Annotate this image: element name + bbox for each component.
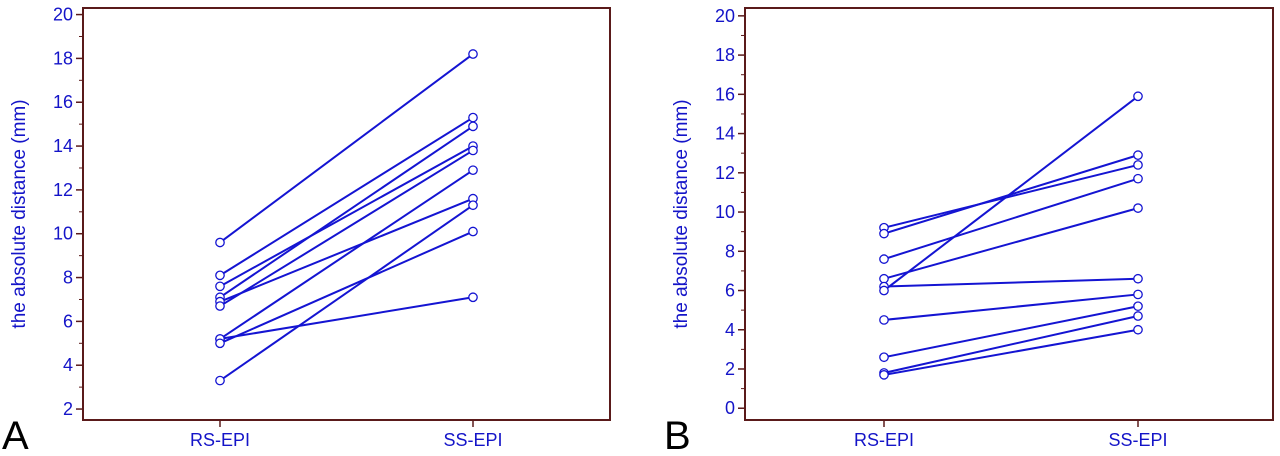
series-line — [883, 95, 1139, 292]
data-point — [468, 200, 478, 211]
data-point — [1133, 273, 1143, 284]
y-tick-label: 18 — [715, 45, 735, 65]
y-tick-label: 14 — [715, 124, 735, 144]
series-line — [219, 169, 474, 340]
series-line — [883, 163, 1139, 229]
panel-b: 0 2 4 6 8 10 12 14 16 18 20 RS-EPI SS-EPI the absolut… — [664, 6, 1274, 456]
y-tick-label: 20 — [715, 6, 735, 26]
y-tick-label: 20 — [53, 5, 73, 25]
series-line — [219, 230, 474, 345]
data-point — [879, 285, 889, 296]
y-tick-label: 2 — [63, 399, 73, 419]
y-tick-label: 10 — [715, 202, 735, 222]
y-tick-label: 16 — [715, 84, 735, 104]
data-point — [879, 228, 889, 239]
data-point — [1133, 289, 1143, 300]
series-line — [883, 207, 1139, 280]
y-tick-label: 16 — [53, 92, 73, 112]
x-tick-label: RS-EPI — [854, 430, 914, 450]
series-line — [219, 296, 474, 340]
data-point — [468, 165, 478, 176]
data-point — [1133, 324, 1143, 335]
data-point — [215, 338, 225, 349]
series-line — [219, 116, 474, 277]
series-line — [219, 53, 474, 244]
data-point — [1133, 150, 1143, 160]
x-tick-label: SS-EPI — [1108, 430, 1167, 450]
data-point — [215, 301, 225, 311]
y-tick-label: 0 — [725, 398, 735, 418]
y-axis-title: the absolute distance (mm) — [671, 99, 692, 328]
data-point — [1133, 160, 1143, 170]
data-point — [1133, 91, 1143, 102]
y-tick-label: 12 — [53, 180, 73, 200]
y-tick-label: 4 — [63, 355, 73, 375]
series-line — [883, 177, 1139, 261]
y-tick-label: 18 — [53, 48, 73, 68]
y-tick-label: 6 — [725, 281, 735, 301]
data-point — [879, 273, 889, 284]
series-line — [883, 277, 1139, 288]
series-line — [219, 149, 474, 307]
series-line — [883, 305, 1139, 359]
series-line — [219, 145, 474, 288]
y-tick-label: 8 — [725, 241, 735, 261]
y-tick-label: 2 — [725, 359, 735, 379]
y-tick-label: 8 — [63, 268, 73, 288]
y-tick-label: 14 — [53, 136, 73, 156]
data-point — [468, 226, 478, 237]
series-line — [883, 328, 1139, 376]
data-point — [1133, 203, 1143, 213]
series-line — [219, 197, 474, 303]
y-tick-label: 4 — [725, 320, 735, 340]
plot-frame-a — [82, 7, 611, 421]
y-axis-title: the absolute distance (mm) — [9, 99, 30, 328]
data-point — [1133, 301, 1143, 312]
series-line — [219, 204, 474, 382]
y-tick-label: 10 — [53, 224, 73, 244]
data-point — [468, 292, 478, 303]
panel-label: B — [664, 414, 691, 456]
data-point — [879, 370, 889, 380]
data-point — [468, 49, 478, 59]
data-point — [468, 121, 478, 132]
x-tick-label: RS-EPI — [190, 430, 250, 450]
data-point — [879, 315, 889, 325]
data-point — [468, 112, 478, 123]
series-line — [883, 315, 1139, 374]
data-point — [215, 237, 225, 248]
data-point — [215, 281, 225, 292]
data-point — [879, 254, 889, 264]
data-point — [215, 270, 225, 281]
x-tick-label: SS-EPI — [443, 430, 502, 450]
data-point — [215, 375, 225, 386]
y-tick-label: 12 — [715, 163, 735, 183]
plot-frame-b — [744, 7, 1274, 421]
panel-label: A — [2, 414, 29, 456]
series-line — [883, 293, 1139, 321]
y-tick-label: 6 — [63, 311, 73, 331]
series-line — [219, 125, 474, 299]
panel-a: 2 4 6 8 10 12 14 16 18 20 RS-EPI SS-EPI the absolute… — [2, 5, 611, 456]
data-point — [1133, 173, 1143, 184]
data-point — [1133, 311, 1143, 321]
data-point — [879, 352, 889, 363]
data-point — [468, 145, 478, 156]
